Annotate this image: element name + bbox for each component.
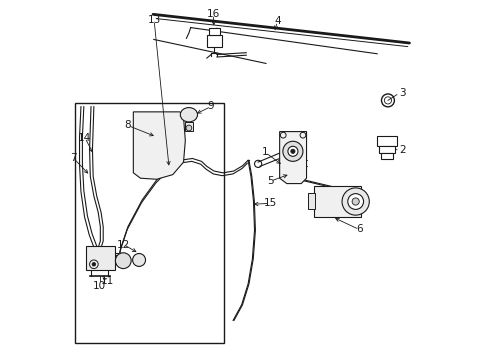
Text: 14: 14 [78, 133, 91, 143]
Bar [379, 146, 394, 153]
Text: 1: 1 [262, 147, 268, 157]
Circle shape [282, 141, 303, 161]
Text: 3: 3 [399, 88, 405, 98]
Text: 16: 16 [206, 9, 220, 19]
Bar [307, 193, 314, 209]
Text: 10: 10 [93, 281, 106, 291]
Bar [86, 246, 115, 270]
Polygon shape [279, 132, 306, 184]
Text: 9: 9 [207, 102, 214, 112]
Text: 5: 5 [267, 176, 273, 186]
Circle shape [287, 146, 297, 156]
Polygon shape [133, 112, 185, 179]
Circle shape [351, 198, 359, 205]
Circle shape [185, 125, 191, 131]
Circle shape [92, 262, 96, 266]
Circle shape [347, 194, 363, 210]
Bar [75, 103, 224, 343]
Circle shape [290, 149, 294, 153]
Circle shape [341, 188, 368, 215]
Bar [314, 186, 360, 217]
Text: 15: 15 [263, 198, 276, 208]
Circle shape [132, 253, 145, 266]
Text: 11: 11 [101, 276, 114, 287]
Text: 4: 4 [274, 17, 280, 27]
Text: 7: 7 [70, 153, 76, 163]
Bar [185, 122, 192, 131]
Text: 6: 6 [355, 225, 362, 234]
Bar [381, 153, 392, 159]
Text: 2: 2 [399, 144, 405, 154]
Text: 12: 12 [117, 239, 130, 249]
Text: 13: 13 [147, 15, 161, 26]
Polygon shape [208, 28, 219, 35]
Polygon shape [206, 35, 222, 47]
Bar [376, 136, 396, 146]
Ellipse shape [180, 108, 197, 122]
Circle shape [115, 253, 131, 269]
Text: 8: 8 [124, 121, 131, 130]
